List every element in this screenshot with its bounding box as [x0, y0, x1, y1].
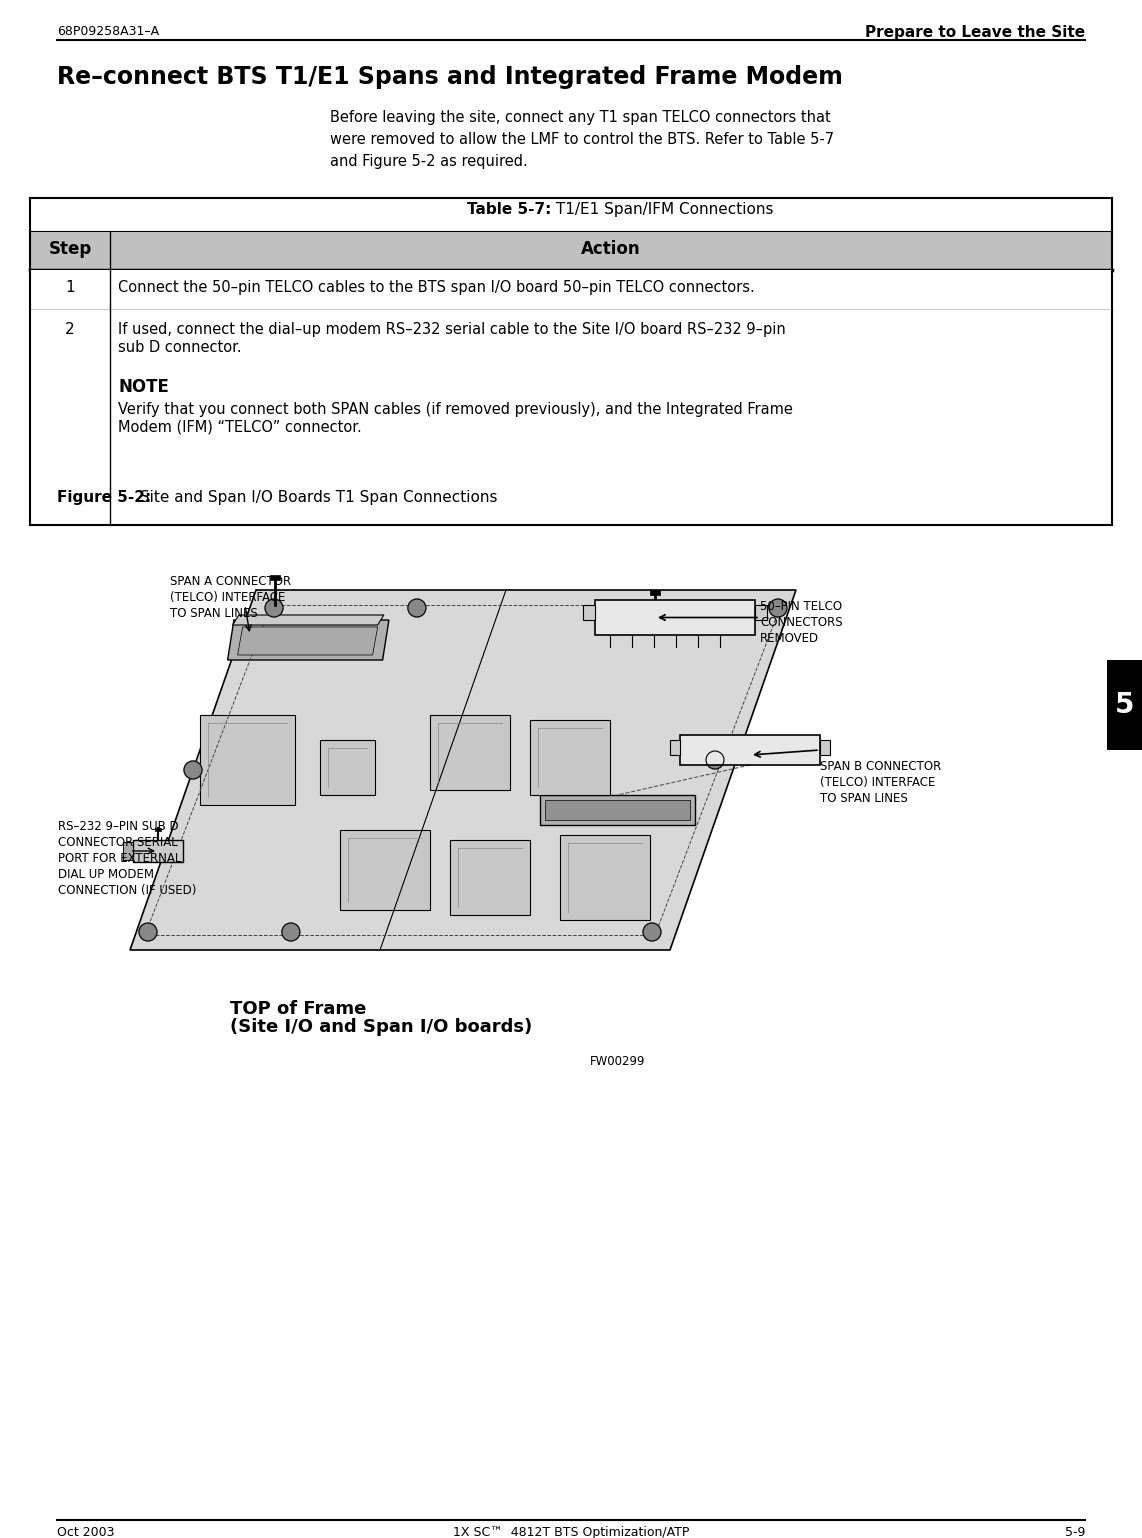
Text: TOP of Frame: TOP of Frame: [230, 1000, 367, 1018]
Bar: [30, 271, 1112, 311]
Text: (Site I/O and Span I/O boards): (Site I/O and Span I/O boards): [230, 1018, 532, 1037]
Polygon shape: [540, 795, 695, 824]
Bar: [270, 575, 280, 580]
Polygon shape: [340, 831, 431, 910]
Bar: [30, 311, 1112, 524]
Text: 50–PIN TELCO
CONNECTORS
REMOVED: 50–PIN TELCO CONNECTORS REMOVED: [759, 600, 843, 644]
Bar: [820, 740, 830, 755]
Polygon shape: [530, 720, 610, 795]
Bar: [30, 198, 1112, 232]
Bar: [123, 841, 132, 860]
Bar: [595, 600, 755, 635]
Text: Step: Step: [48, 240, 91, 258]
Bar: [30, 232, 1112, 271]
Text: Before leaving the site, connect any T1 span TELCO connectors that: Before leaving the site, connect any T1 …: [330, 111, 830, 125]
Text: SPAN B CONNECTOR
(TELCO) INTERFACE
TO SPAN LINES: SPAN B CONNECTOR (TELCO) INTERFACE TO SP…: [820, 760, 941, 804]
Text: Verify that you connect both SPAN cables (if removed previously), and the Integr: Verify that you connect both SPAN cables…: [118, 401, 793, 417]
Circle shape: [139, 923, 156, 941]
Polygon shape: [238, 628, 378, 655]
Bar: [155, 827, 161, 831]
Circle shape: [184, 761, 202, 780]
Text: and Figure 5-2 as required.: and Figure 5-2 as required.: [330, 154, 528, 169]
Circle shape: [408, 598, 426, 617]
Polygon shape: [130, 591, 796, 950]
Text: 5: 5: [1115, 691, 1134, 718]
Bar: [755, 604, 767, 620]
Bar: [670, 740, 679, 755]
Text: RS–232 9–PIN SUB D
CONNECTOR SERIAL
PORT FOR EXTERNAL
DIAL UP MODEM
CONNECTION (: RS–232 9–PIN SUB D CONNECTOR SERIAL PORT…: [58, 820, 196, 897]
Circle shape: [706, 751, 724, 769]
Text: 1: 1: [65, 280, 75, 295]
Circle shape: [282, 923, 300, 941]
Text: Action: Action: [581, 240, 641, 258]
Text: 1X SC™  4812T BTS Optimization/ATP: 1X SC™ 4812T BTS Optimization/ATP: [453, 1526, 689, 1538]
Text: 5-9: 5-9: [1064, 1526, 1085, 1538]
Bar: [650, 591, 660, 595]
Text: sub D connector.: sub D connector.: [118, 340, 242, 355]
Text: Site and Span I/O Boards T1 Span Connections: Site and Span I/O Boards T1 Span Connect…: [135, 491, 498, 504]
Polygon shape: [545, 800, 690, 820]
Text: T1/E1 Span/IFM Connections: T1/E1 Span/IFM Connections: [550, 201, 773, 217]
Polygon shape: [320, 740, 375, 795]
Bar: [1107, 660, 1142, 751]
Bar: [132, 840, 183, 861]
Polygon shape: [200, 715, 295, 804]
Circle shape: [643, 923, 661, 941]
Text: Oct 2003: Oct 2003: [57, 1526, 114, 1538]
Text: 2: 2: [65, 321, 75, 337]
Circle shape: [769, 598, 787, 617]
Text: NOTE: NOTE: [118, 378, 169, 395]
Text: Connect the 50–pin TELCO cables to the BTS span I/O board 50–pin TELCO connector: Connect the 50–pin TELCO cables to the B…: [118, 280, 755, 295]
Text: Table 5-7:: Table 5-7:: [467, 201, 550, 217]
Text: Modem (IFM) “TELCO” connector.: Modem (IFM) “TELCO” connector.: [118, 420, 362, 435]
Polygon shape: [450, 840, 530, 915]
Text: If used, connect the dial–up modem RS–232 serial cable to the Site I/O board RS–: If used, connect the dial–up modem RS–23…: [118, 321, 786, 337]
Text: Re–connect BTS T1/E1 Spans and Integrated Frame Modem: Re–connect BTS T1/E1 Spans and Integrate…: [57, 65, 843, 89]
Polygon shape: [227, 620, 389, 660]
Circle shape: [265, 598, 283, 617]
Text: SPAN A CONNECTOR
(TELCO) INTERFACE
TO SPAN LINES: SPAN A CONNECTOR (TELCO) INTERFACE TO SP…: [170, 575, 291, 620]
Polygon shape: [560, 835, 650, 920]
Polygon shape: [233, 615, 384, 624]
Text: were removed to allow the LMF to control the BTS. Refer to Table 5-7: were removed to allow the LMF to control…: [330, 132, 834, 148]
Bar: [584, 604, 595, 620]
Text: 68P09258A31–A: 68P09258A31–A: [57, 25, 159, 38]
Text: FW00299: FW00299: [590, 1055, 645, 1067]
Text: Prepare to Leave the Site: Prepare to Leave the Site: [864, 25, 1085, 40]
Bar: [679, 735, 820, 764]
Polygon shape: [431, 715, 510, 791]
Text: Figure 5-2:: Figure 5-2:: [57, 491, 151, 504]
